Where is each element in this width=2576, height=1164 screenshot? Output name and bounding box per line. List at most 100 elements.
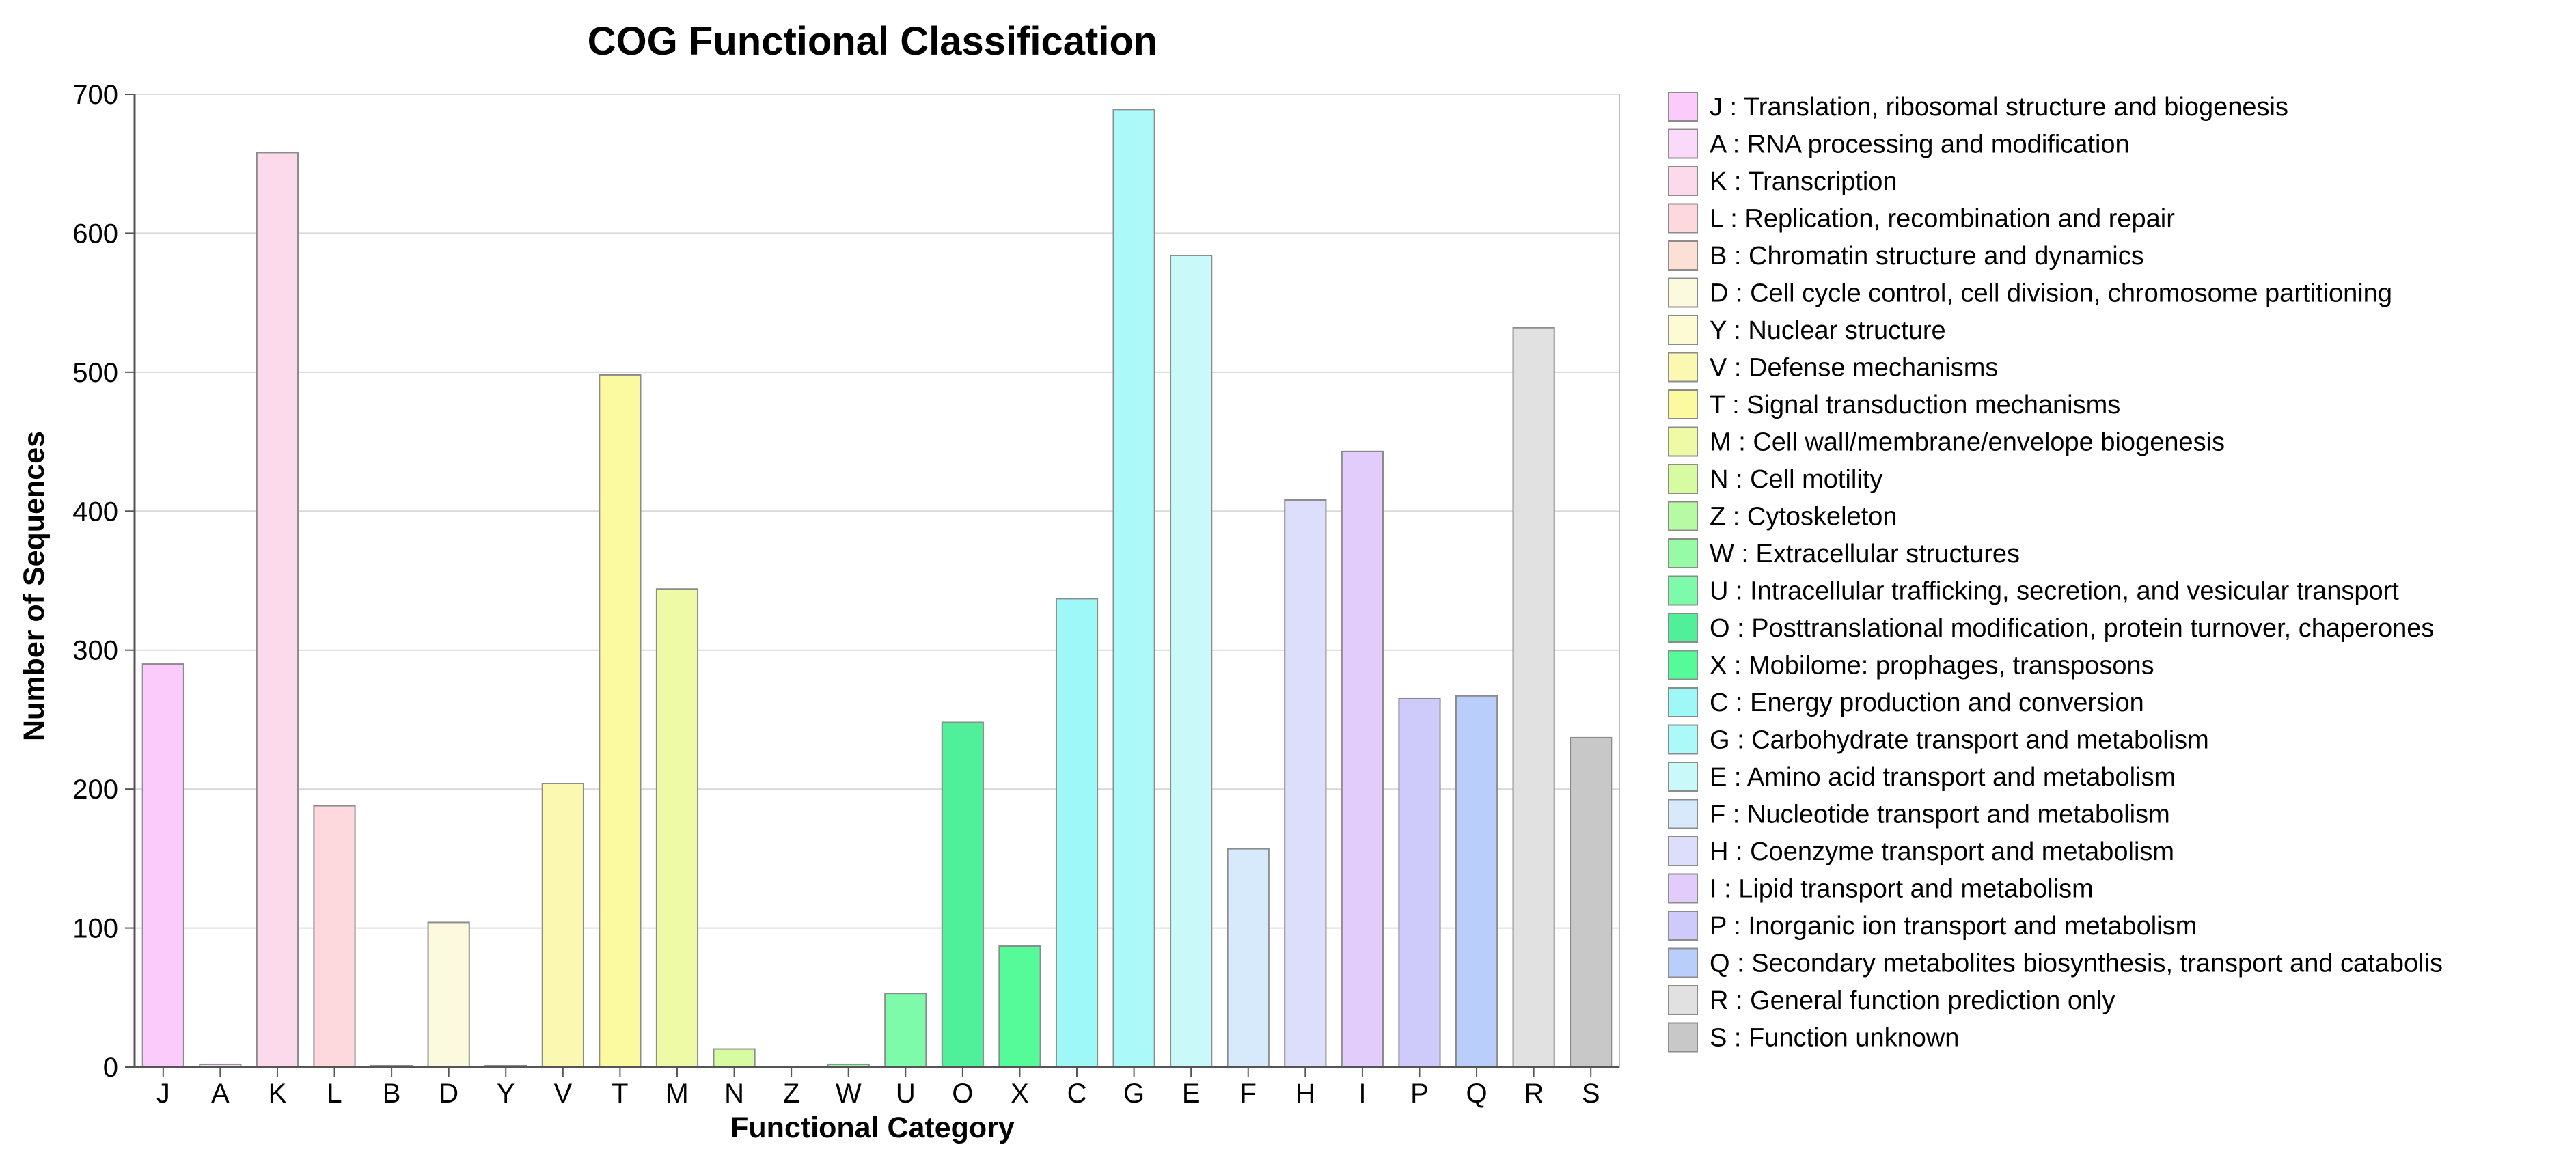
x-tick-label: M (666, 1079, 688, 1109)
bar-U (884, 993, 927, 1068)
bar-T (599, 374, 642, 1068)
legend-swatch (1668, 464, 1698, 494)
y-tick-label: 300 (72, 636, 118, 666)
x-tick-label: N (724, 1079, 744, 1109)
legend-item: Q : Secondary metabolites biosynthesis, … (1668, 947, 2443, 978)
bar-M (655, 588, 699, 1068)
y-tick-label: 100 (72, 914, 118, 944)
legend-item: E : Amino acid transport and metabolism (1668, 762, 2176, 792)
legend-label: P : Inorganic ion transport and metaboli… (1710, 912, 2197, 941)
x-tick-label: O (952, 1079, 973, 1109)
legend-label: O : Posttranslational modification, prot… (1710, 614, 2434, 643)
legend-swatch (1668, 613, 1698, 643)
legend-item: O : Posttranslational modification, prot… (1668, 613, 2434, 643)
y-tick-label: 0 (103, 1053, 118, 1083)
bar-F (1227, 848, 1270, 1068)
legend-label: T : Signal transduction mechanisms (1710, 391, 2120, 419)
y-tick-label: 600 (72, 219, 118, 249)
legend-item: U : Intracellular trafficking, secretion… (1668, 575, 2399, 606)
bar-N (713, 1048, 756, 1068)
legend-swatch (1668, 836, 1698, 866)
legend-swatch (1668, 426, 1698, 457)
legend-label: E : Amino acid transport and metabolism (1710, 763, 2176, 792)
x-tick-label: C (1067, 1079, 1087, 1109)
x-tick-label: B (383, 1079, 401, 1109)
legend-item: L : Replication, recombination and repai… (1668, 203, 2175, 234)
legend-label: S : Function unknown (1710, 1024, 1959, 1053)
x-tick-label: S (1582, 1079, 1600, 1109)
bar-L (313, 805, 356, 1068)
legend-item: H : Coenzyme transport and metabolism (1668, 836, 2174, 866)
legend-swatch (1668, 799, 1698, 829)
legend-swatch (1668, 166, 1698, 196)
bar-P (1398, 697, 1441, 1068)
legend-swatch (1668, 240, 1698, 271)
x-tick-label: H (1296, 1079, 1315, 1109)
y-axis-title: Number of Sequences (18, 431, 51, 741)
legend-label: M : Cell wall/membrane/envelope biogenes… (1710, 428, 2225, 457)
y-tick-label: 200 (72, 775, 118, 805)
x-tick-label: T (612, 1079, 628, 1109)
legend-item: A : RNA processing and modification (1668, 128, 2130, 159)
y-tick-label: 700 (72, 80, 118, 110)
legend-swatch (1668, 687, 1698, 717)
legend-swatch (1668, 911, 1698, 941)
legend-swatch (1668, 575, 1698, 606)
x-tick-label: P (1410, 1079, 1429, 1109)
legend-swatch (1668, 1022, 1698, 1053)
bar-K (256, 152, 299, 1068)
legend-label: A : RNA processing and modification (1710, 130, 2130, 159)
chart-title: COG Functional Classification (588, 19, 1158, 64)
bar-E (1170, 254, 1213, 1068)
legend-item: S : Function unknown (1668, 1022, 1959, 1053)
legend-item: Z : Cytoskeleton (1668, 501, 1897, 531)
legend-item: D : Cell cycle control, cell division, c… (1668, 277, 2392, 308)
bar-R (1512, 327, 1555, 1068)
legend-item: X : Mobilome: prophages, transposons (1668, 650, 2154, 680)
legend-item: G : Carbohydrate transport and metabolis… (1668, 724, 2209, 755)
legend-swatch (1668, 762, 1698, 792)
legend-swatch (1668, 985, 1698, 1015)
legend-item: Y : Nuclear structure (1668, 315, 1946, 345)
legend-label: Z : Cytoskeleton (1710, 503, 1897, 531)
y-tick-label: 500 (72, 358, 118, 388)
legend-swatch (1668, 873, 1698, 904)
bar-D (427, 922, 470, 1068)
legend: J : Translation, ribosomal structure and… (1668, 92, 2443, 1053)
bar-C (1055, 598, 1099, 1068)
legend-item: J : Translation, ribosomal structure and… (1668, 92, 2288, 122)
x-tick-label: R (1524, 1079, 1544, 1109)
plot-background (134, 94, 1620, 1068)
legend-label: B : Chromatin structure and dynamics (1710, 242, 2144, 271)
legend-item: B : Chromatin structure and dynamics (1668, 240, 2144, 271)
legend-item: K : Transcription (1668, 166, 1897, 196)
x-tick-label: I (1358, 1079, 1366, 1109)
legend-item: C : Energy production and conversion (1668, 687, 2144, 717)
legend-label: V : Defense mechanisms (1710, 354, 1998, 383)
legend-swatch (1668, 947, 1698, 978)
legend-swatch (1668, 128, 1698, 159)
legend-swatch (1668, 352, 1698, 383)
legend-label: L : Replication, recombination and repai… (1710, 205, 2175, 234)
x-tick-label: K (269, 1079, 287, 1109)
legend-swatch (1668, 92, 1698, 122)
plot-area: 0 100 200 300 400 500 600 700 J A K L B D Y V T M N Z W U O X C G… (72, 80, 1620, 1109)
legend-swatch (1668, 538, 1698, 568)
legend-label: C : Energy production and conversion (1710, 689, 2144, 717)
bar-H (1284, 499, 1327, 1068)
x-tick-label: E (1182, 1079, 1201, 1109)
x-axis-title: Functional Category (730, 1111, 1015, 1144)
y-tick-label: 400 (72, 497, 118, 527)
legend-label: U : Intracellular trafficking, secretion… (1710, 577, 2399, 606)
legend-item: I : Lipid transport and metabolism (1668, 873, 2094, 904)
legend-item: R : General function prediction only (1668, 985, 2115, 1015)
legend-label: R : General function prediction only (1710, 986, 2115, 1015)
x-tick-label: W (836, 1079, 862, 1109)
legend-item: V : Defense mechanisms (1668, 352, 1998, 383)
legend-item: F : Nucleotide transport and metabolism (1668, 799, 2170, 829)
legend-label: I : Lipid transport and metabolism (1710, 875, 2094, 904)
x-tick-label: F (1240, 1079, 1257, 1109)
legend-swatch (1668, 315, 1698, 345)
legend-label: N : Cell motility (1710, 465, 1882, 494)
